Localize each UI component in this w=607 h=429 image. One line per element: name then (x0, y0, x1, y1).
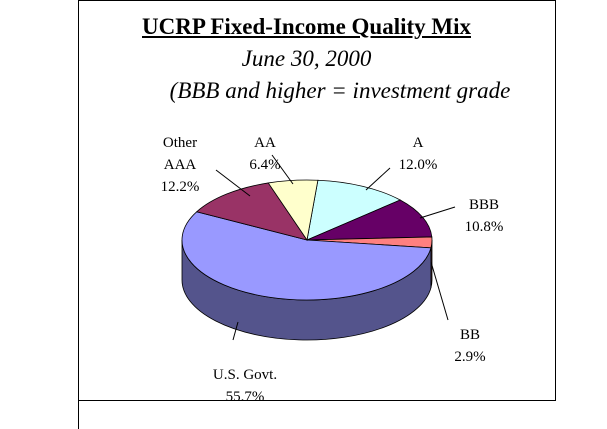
chart-title: UCRP Fixed-Income Quality Mix (142, 14, 471, 39)
pie (181, 179, 433, 341)
slice-label: U.S. Govt. 55.7% (195, 364, 295, 408)
leader-line (430, 261, 449, 321)
annotation: (BBB and higher = investment grade (169, 78, 511, 103)
chart-subtitle: June 30, 2000 (241, 46, 372, 71)
slice-label: A 12.0% (368, 132, 468, 176)
leaders (215, 154, 456, 341)
category-label: BB (459, 327, 480, 343)
leader-line (271, 154, 294, 185)
slice-label: BB 2.9% (420, 324, 520, 368)
slice-label: AA 6.4% (215, 132, 315, 176)
leader-line (232, 321, 239, 341)
slice-label: Other AAA 12.2% (156, 132, 204, 198)
pie-slice (306, 179, 402, 241)
pie-slice (195, 182, 308, 241)
pie-slice (181, 211, 432, 301)
value-label: 2.9% (454, 349, 486, 365)
pie-slice (267, 179, 319, 242)
leader-line (419, 206, 456, 219)
value-label: 55.7% (225, 389, 265, 405)
category-label: BBB (468, 197, 499, 213)
value-label: 12.2% (160, 179, 200, 195)
category-label: A (412, 135, 424, 151)
value-label: 6.4% (249, 157, 281, 173)
leader-line (215, 169, 251, 197)
frame (78, 0, 556, 401)
category-label: U.S. Govt. (212, 367, 278, 383)
value-label: 12.0% (398, 157, 438, 173)
value-label: 10.8% (464, 219, 504, 235)
leader-line (365, 167, 391, 191)
category-label: Other AAA (162, 135, 198, 173)
category-label: AA (254, 135, 276, 151)
slice-label: BBB 10.8% (434, 194, 534, 238)
